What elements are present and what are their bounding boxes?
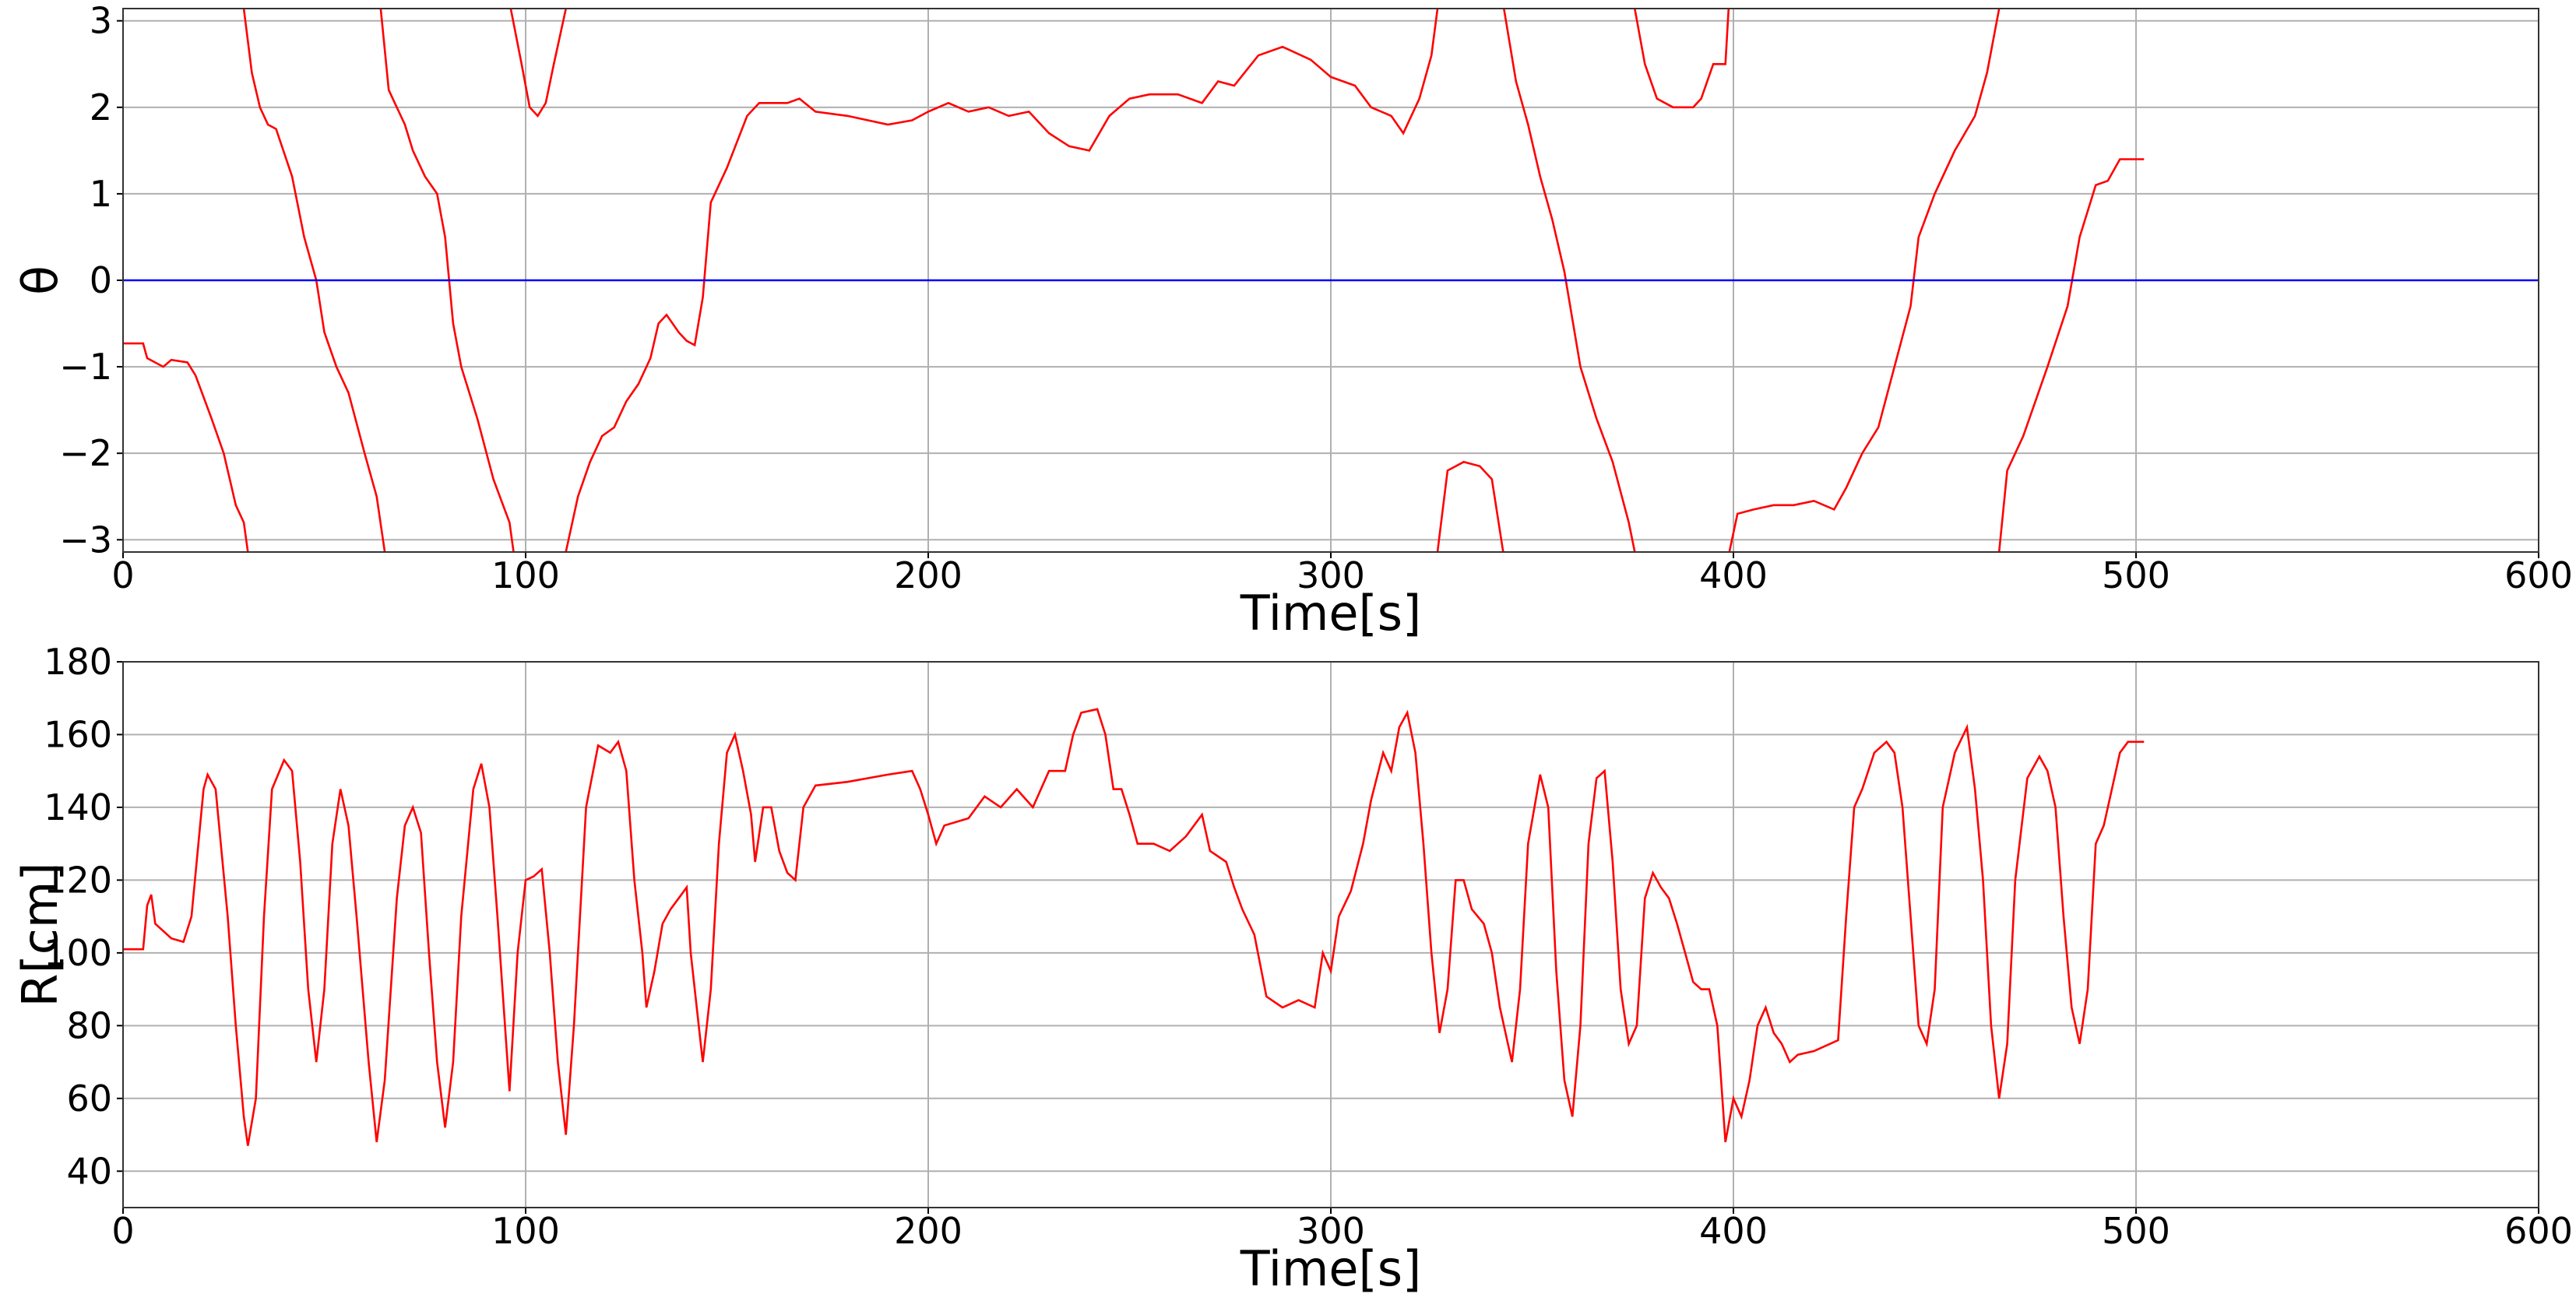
- y-tick-label: 180: [44, 641, 112, 683]
- plot: 0 100 200 300 400 500 600 −3 −2 −1 0 1 2 3 Time[s] θ: [12, 0, 2573, 642]
- x-axis-label: Time[s]: [1240, 1240, 1421, 1297]
- y-tick-label: 0: [90, 259, 112, 301]
- y-tick-label: 100: [44, 932, 112, 974]
- x-tick-label: 600: [2504, 1210, 2573, 1252]
- x-tick-label: 500: [2102, 1210, 2170, 1252]
- y-tick-label: −2: [59, 432, 112, 474]
- y-tick-label: 60: [66, 1078, 112, 1120]
- data-line: [123, 708, 2145, 1146]
- x-tick-label: 0: [111, 554, 134, 596]
- x-tick-label: 600: [2504, 554, 2573, 596]
- y-tick-label: 80: [66, 1004, 112, 1046]
- x-tick-label: 100: [491, 554, 560, 596]
- x-tick-label: 0: [111, 1210, 134, 1252]
- x-axis-label: Time[s]: [1240, 585, 1421, 642]
- y-tick-label: 3: [90, 0, 112, 42]
- x-tick-label: 300: [1297, 1210, 1365, 1252]
- y-tick-label: 140: [44, 786, 112, 828]
- y-axis-label: θ: [12, 265, 69, 295]
- y-tick-label: 1: [90, 173, 112, 215]
- y-tick-label: −1: [59, 346, 112, 388]
- y-axis-label: R[cm]: [12, 863, 69, 1007]
- x-tick-label: 200: [894, 1210, 962, 1252]
- y-tick-label: 40: [66, 1150, 112, 1192]
- x-tick-label: 100: [491, 1210, 560, 1252]
- y-tick-label: 2: [90, 86, 112, 128]
- data-line: [123, 9, 2145, 552]
- x-tick-label: 400: [1699, 1210, 1768, 1252]
- y-tick-label: 160: [44, 713, 112, 755]
- axes-frame: [122, 661, 2539, 1208]
- y-tick-label: 120: [44, 859, 112, 901]
- axes-frame: [122, 8, 2539, 553]
- x-tick-label: 200: [894, 554, 962, 596]
- plot: 0 100 200 300 400 500 600 40 60 80 100 120 140 160 180…: [12, 641, 2573, 1297]
- x-tick-label: 400: [1699, 554, 1768, 596]
- x-tick-label: 500: [2102, 554, 2170, 596]
- x-tick-label: 300: [1297, 554, 1365, 596]
- y-tick-label: −3: [59, 519, 112, 561]
